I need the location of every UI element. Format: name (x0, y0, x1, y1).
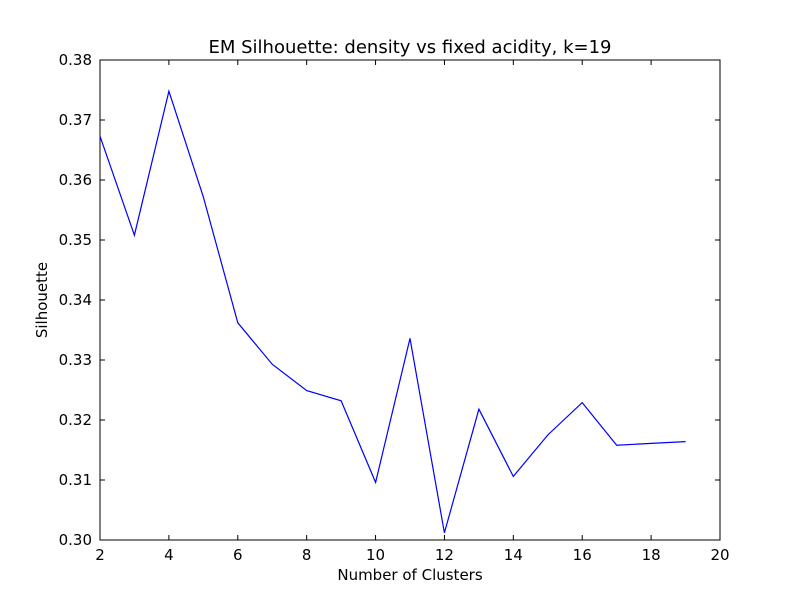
data-point (443, 531, 446, 534)
data-point (305, 389, 308, 392)
x-tick-label: 20 (710, 546, 729, 564)
data-point (340, 399, 343, 402)
data-point (477, 408, 480, 411)
x-tick-label: 14 (504, 546, 523, 564)
data-point (374, 481, 377, 484)
data-point (546, 434, 549, 437)
x-tick-label: 6 (233, 546, 243, 564)
x-tick-label: 12 (435, 546, 454, 564)
y-tick-label: 0.36 (59, 171, 92, 189)
data-point (684, 440, 687, 443)
y-tick-label: 0.33 (59, 351, 92, 369)
y-tick-label: 0.35 (59, 231, 92, 249)
y-tick-label: 0.31 (59, 471, 92, 489)
y-tick-label: 0.38 (59, 51, 92, 69)
data-point (615, 444, 618, 447)
x-tick-label: 18 (642, 546, 661, 564)
series-layer (99, 88, 687, 534)
y-tick-label: 0.34 (59, 291, 92, 309)
data-point (512, 475, 515, 478)
data-point (236, 321, 239, 324)
y-tick-label: 0.30 (59, 531, 92, 549)
x-axis-label: Number of Clusters (337, 566, 482, 584)
data-point (581, 401, 584, 404)
x-tick-label: 8 (302, 546, 312, 564)
data-point (271, 363, 274, 366)
data-point (99, 135, 102, 138)
y-axis: 0.30 0.31 0.32 0.33 0.34 0.35 0.36 0.37 0.38 (59, 51, 720, 549)
data-point (133, 234, 136, 237)
y-axis-label: Silhouette (33, 262, 51, 338)
data-point (409, 337, 412, 340)
series-line (99, 88, 686, 533)
chart-title: EM Silhouette: density vs fixed acidity,… (209, 37, 612, 58)
x-tick-label: 16 (573, 546, 592, 564)
data-point (167, 90, 170, 93)
data-point (202, 195, 205, 198)
x-tick-label: 4 (164, 546, 174, 564)
data-point (650, 442, 653, 445)
y-tick-label: 0.37 (59, 111, 92, 129)
x-axis: 2 4 6 8 10 12 14 16 18 20 (95, 60, 730, 564)
x-tick-label: 2 (95, 546, 105, 564)
y-tick-label: 0.32 (59, 411, 92, 429)
plot-area (99, 59, 721, 541)
x-tick-label: 10 (366, 546, 385, 564)
